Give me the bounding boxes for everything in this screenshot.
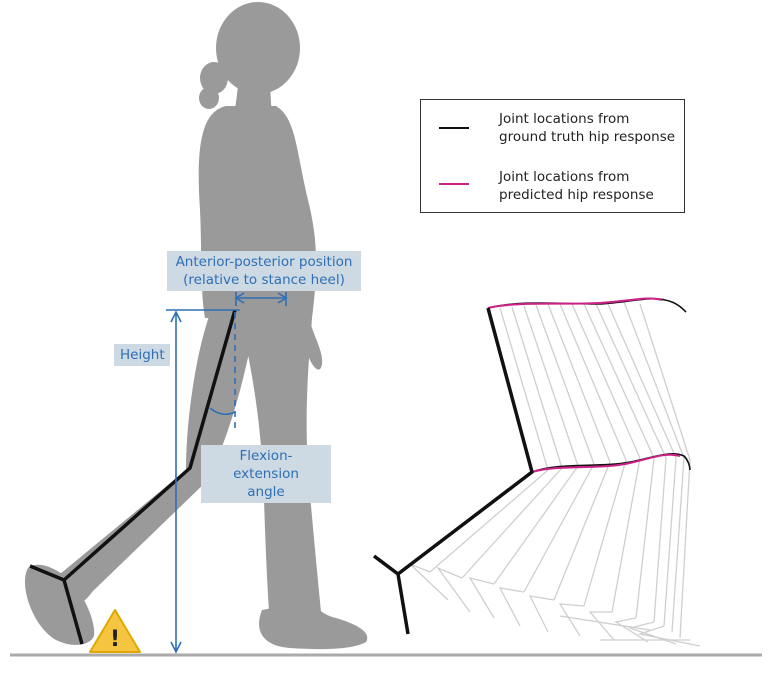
legend-ground-truth-label: Joint locations from ground truth hip re… — [499, 110, 675, 146]
left-leg-toe-line — [62, 579, 84, 645]
ap-arrow-head-left — [234, 292, 245, 304]
left-leg-joint-lines — [29, 309, 237, 582]
gait-sweep-lines — [409, 301, 701, 647]
knee-trajectory-predicted — [531, 453, 681, 473]
height-text: Height — [120, 347, 165, 363]
flexion-angle-arc — [209, 407, 236, 416]
height-label: Height — [114, 344, 170, 366]
right-leg-joint-lines — [372, 307, 534, 576]
legend-predicted-swatch — [439, 183, 469, 185]
hip-trajectory-predicted — [487, 297, 663, 309]
warning-symbol: ! — [110, 627, 120, 652]
ap-position-label: Anterior-posterior position (relative to… — [167, 251, 361, 291]
annotations — [166, 292, 288, 654]
right-leg-toe-line — [396, 573, 410, 635]
legend: Joint locations from ground truth hip re… — [420, 99, 685, 213]
flexion-line1: Flexion-extension — [233, 448, 299, 482]
legend-ground-truth-swatch — [439, 127, 469, 129]
walking-silhouette — [24, 2, 368, 650]
flexion-label: Flexion-extension angle — [201, 445, 331, 503]
warning-icon: ! — [89, 609, 141, 653]
ap-arrow-head-right — [277, 292, 288, 304]
legend-predicted-line2: predicted hip response — [499, 187, 654, 203]
legend-predicted-line1: Joint locations from — [499, 169, 630, 185]
legend-ground-truth-line2: ground truth hip response — [499, 129, 676, 145]
ap-position-line1: Anterior-posterior position — [175, 254, 353, 270]
flexion-line2: angle — [247, 484, 285, 500]
height-arrow-head-top — [170, 310, 182, 323]
ap-position-line2: (relative to stance heel) — [183, 272, 345, 288]
legend-ground-truth-line1: Joint locations from — [499, 111, 630, 127]
legend-predicted-label: Joint locations from predicted hip respo… — [499, 168, 654, 204]
height-arrow-head-bottom — [170, 641, 182, 654]
